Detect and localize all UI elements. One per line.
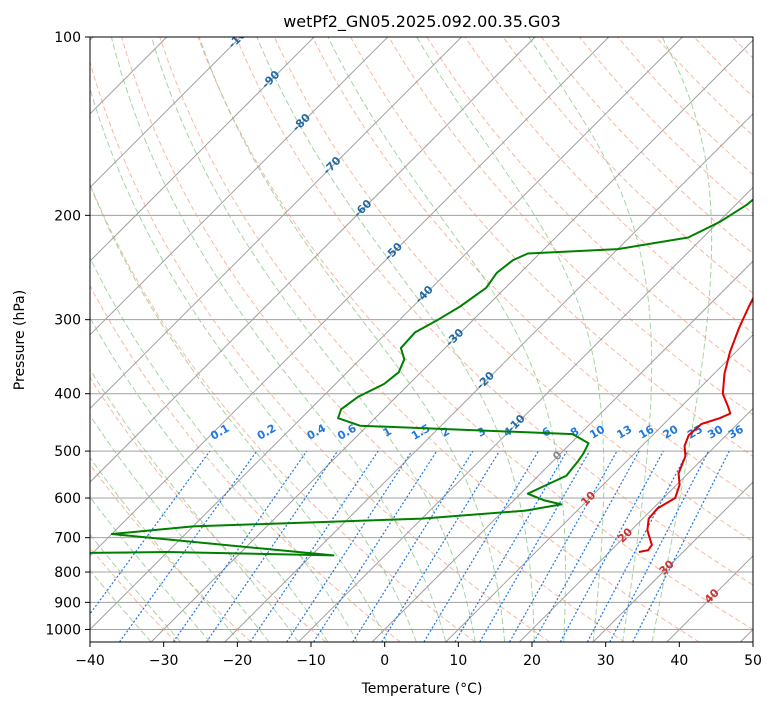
x-axis-title: Temperature (°C) <box>361 681 483 697</box>
dry-adiabat <box>90 182 476 642</box>
x-tick-label: −30 <box>149 653 179 669</box>
moist-adiabat <box>110 37 447 642</box>
x-tick-label: 30 <box>597 653 615 669</box>
dry-adiabat <box>388 37 753 416</box>
y-axis-title: Pressure (hPa) <box>12 290 28 390</box>
moist-adiabat <box>90 86 417 642</box>
y-tick-label: 1000 <box>45 622 81 638</box>
moist-adiabat <box>90 183 388 642</box>
dry-adiabat <box>90 463 252 642</box>
plot-area <box>90 37 753 642</box>
y-tick-label: 100 <box>54 30 81 46</box>
dry-adiabat <box>197 37 753 630</box>
moist-adiabat <box>651 37 713 642</box>
mixing-ratio-line <box>423 450 539 642</box>
isotherm-line <box>592 481 753 642</box>
isotherm-line <box>150 39 753 642</box>
dry-adiabat <box>121 37 625 642</box>
x-tick-label: 20 <box>523 653 541 669</box>
isotherm-line <box>90 37 610 557</box>
dry-adiabat <box>90 546 177 642</box>
x-tick-label: 50 <box>744 653 762 669</box>
dry-adiabat <box>90 376 327 642</box>
moist-adiabat <box>416 37 605 642</box>
chart-title: wetPf2_GN05.2025.092.00.35.G03 <box>283 12 561 32</box>
y-tick-label: 500 <box>54 444 81 460</box>
skewed-isotherms <box>90 37 753 642</box>
dry-adiabat <box>502 37 753 294</box>
y-tick-label: 400 <box>54 387 81 403</box>
y-tick-label: 800 <box>54 565 81 581</box>
x-tick-label: 0 <box>380 653 389 669</box>
plot-frame <box>89 36 754 643</box>
dry-adiabat <box>311 37 753 500</box>
dry-adiabat <box>235 37 753 586</box>
mixing-ratio-line <box>352 450 474 642</box>
isotherm-line <box>90 37 536 483</box>
isotherm-line <box>298 186 753 642</box>
mixing-ratio-line <box>479 450 591 642</box>
mixing-ratio-line <box>205 450 339 642</box>
profile-series <box>90 198 753 557</box>
mixing-ratio-line <box>509 450 618 642</box>
x-tick-label: −40 <box>75 653 105 669</box>
dry-adiabat <box>159 37 700 642</box>
moist-adiabat <box>90 533 181 642</box>
moist-adiabat <box>90 569 152 642</box>
y-tick-label: 200 <box>54 208 81 224</box>
moist-adiabat <box>90 496 211 642</box>
mixing-ratio-line <box>559 450 664 642</box>
isotherm-line <box>445 334 753 642</box>
mixing-ratio-line <box>119 450 258 642</box>
isotherm-line <box>371 260 753 642</box>
y-tick-label: 900 <box>54 595 81 611</box>
isotherm-line <box>90 37 462 410</box>
isotherm-line <box>519 407 753 642</box>
mixing-ratio-line <box>454 450 568 642</box>
temperature-profile-line <box>638 296 753 553</box>
moist-adiabat <box>90 456 240 642</box>
moist-adiabat <box>90 368 299 642</box>
x-tick-label: 40 <box>670 653 688 669</box>
y-axis: 100 200 300 400 500 600 700 800 900 1000 <box>45 30 90 638</box>
dewpoint-profile-line <box>90 198 753 557</box>
plot-content: -100-90-80-70-60-50-40-30-20-10010203040… <box>90 37 775 642</box>
dry-adiabat <box>770 37 775 642</box>
moist-adiabat <box>90 256 358 642</box>
mixing-ratio-line <box>381 450 500 642</box>
isotherm-line <box>90 37 241 189</box>
mixing-ratio-line <box>90 450 211 615</box>
isotherm-line <box>224 113 753 642</box>
y-tick-label: 700 <box>54 531 81 547</box>
isotherm-line <box>90 37 315 262</box>
moist-adiabat <box>151 37 476 642</box>
y-tick-label: 300 <box>54 313 81 329</box>
x-tick-label: −20 <box>223 653 253 669</box>
y-tick-label: 600 <box>54 491 81 507</box>
x-tick-label: −10 <box>296 653 326 669</box>
moist-adiabat <box>90 414 270 642</box>
dry-adiabats <box>90 37 775 642</box>
x-tick-label: 10 <box>449 653 467 669</box>
x-axis: −40 −30 −20 −10 0 10 20 30 40 50 <box>75 642 762 669</box>
moist-adiabat <box>327 37 566 642</box>
mixing-ratio-line <box>313 450 438 642</box>
moist-adiabat <box>198 37 506 642</box>
mixing-ratio-lines <box>90 450 730 642</box>
dry-adiabat <box>90 60 551 642</box>
dry-adiabat <box>426 37 753 375</box>
mixing-ratio-line <box>533 450 640 642</box>
pressure-gridlines <box>90 37 753 630</box>
isotherm-line <box>90 37 389 336</box>
